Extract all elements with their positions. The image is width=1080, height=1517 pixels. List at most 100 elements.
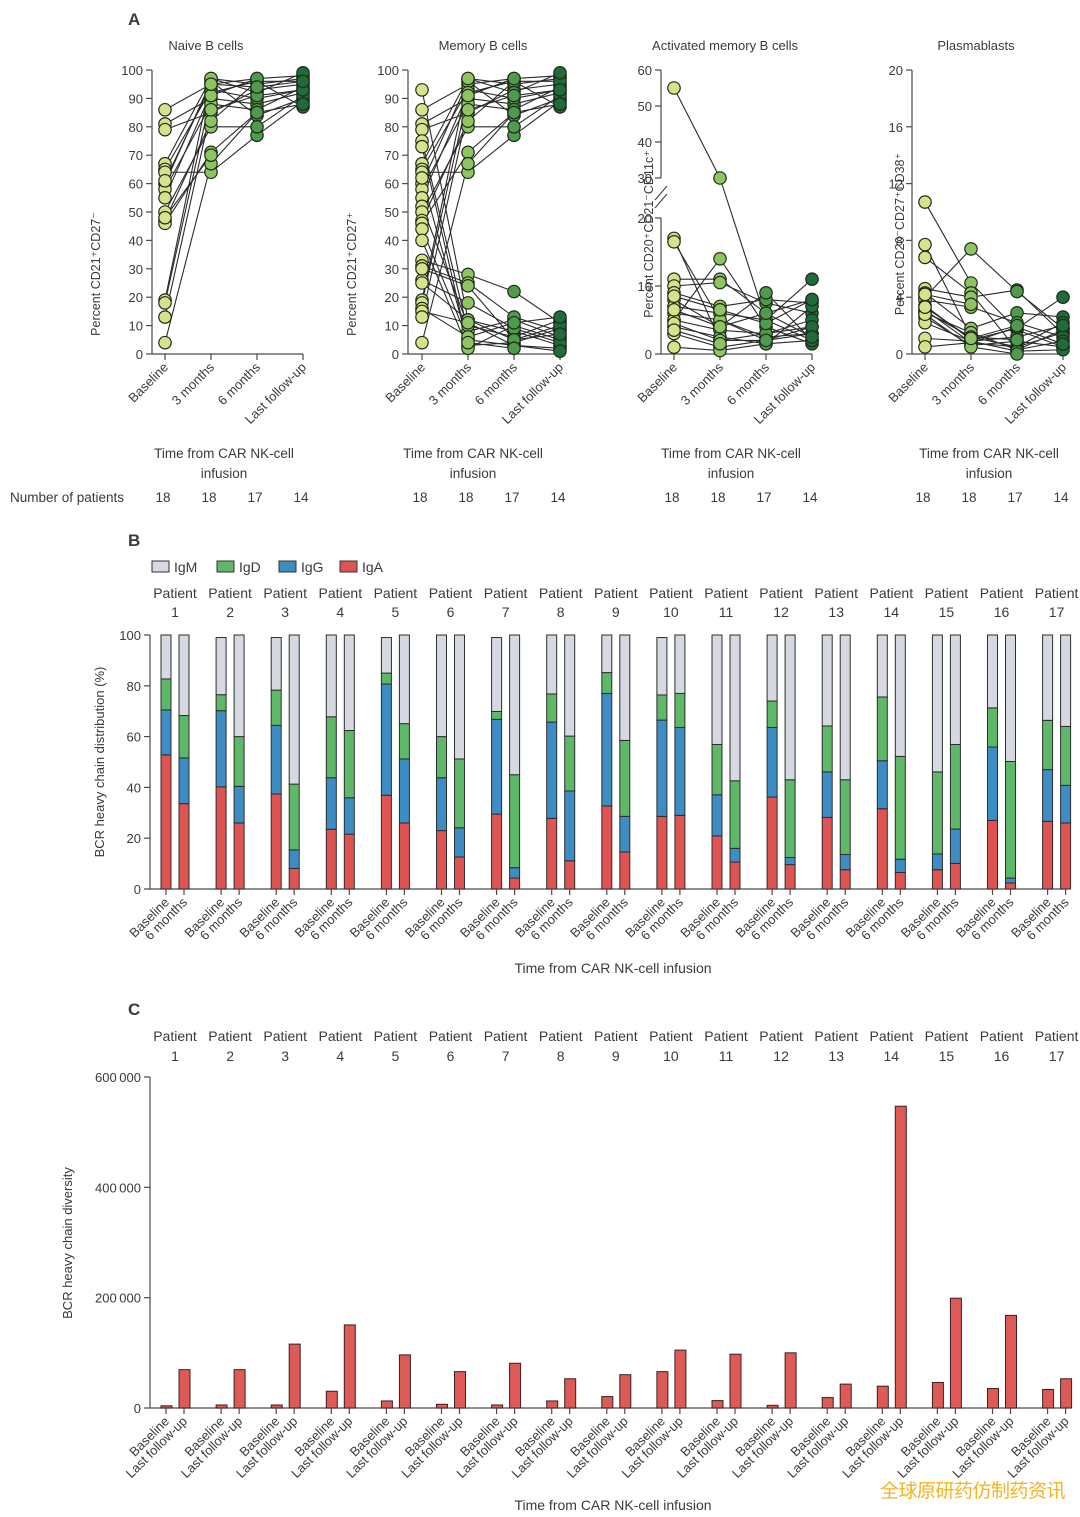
patient-trajectory-segment: [513, 330, 561, 347]
x-axis-label-line2: infusion: [201, 466, 248, 481]
patient-trajectory-segment: [970, 325, 1018, 339]
data-point: [158, 296, 172, 310]
y-tick-label: 50: [385, 205, 399, 220]
legend-label-igg: IgG: [301, 559, 324, 575]
bar-segment-igm: [325, 634, 337, 718]
bar-segment-igm: [839, 634, 851, 781]
patient-trajectory-segment: [673, 299, 721, 328]
bar-segment-iga: [215, 786, 227, 890]
patient-trajectory-segment: [673, 329, 721, 345]
bar-segment-igm: [821, 634, 833, 727]
patient-number: 2: [226, 1048, 234, 1064]
patient-trajectory-segment: [467, 95, 515, 111]
patient-trajectory-segment: [924, 292, 972, 329]
patient-trajectory-segment: [970, 292, 1018, 351]
bar-segment-igm: [546, 634, 558, 695]
bar-segment-iga: [839, 869, 851, 890]
patient-trajectory-segment: [924, 244, 972, 338]
data-point: [1010, 284, 1024, 299]
patient-trajectory-segment: [1016, 325, 1064, 338]
patient-number: 3: [281, 1048, 289, 1064]
bar-segment-igm: [766, 634, 778, 702]
data-point: [296, 97, 310, 111]
patient-trajectory-segment: [210, 112, 258, 153]
patient-trajectory-segment: [765, 278, 813, 321]
bar-segment-iga: [931, 869, 943, 890]
data-point: [204, 88, 218, 103]
bar-segment-iga: [454, 856, 465, 890]
data-point: [713, 336, 727, 351]
y-tick-label: 10: [385, 319, 399, 334]
patient-trajectory-segment: [467, 112, 515, 153]
bar-segment-igd: [949, 743, 961, 830]
y-tick-label: 10: [638, 279, 652, 294]
diversity-bar: [398, 1354, 411, 1409]
diversity-bar: [325, 1390, 338, 1409]
patient-trajectory-segment: [765, 326, 813, 341]
diversity-bar: [215, 1404, 228, 1409]
patient-number: 17: [1049, 1048, 1065, 1064]
data-point: [158, 210, 172, 225]
patient-trajectory-segment: [467, 342, 515, 349]
data-point: [461, 296, 475, 310]
y-tick-label: 0: [136, 347, 143, 362]
data-point: [461, 71, 475, 86]
data-point: [507, 88, 521, 103]
data-point: [1010, 318, 1024, 333]
patient-trajectory-segment: [210, 134, 258, 173]
patient-label: Patient: [429, 585, 473, 601]
bar-segment-iga: [509, 877, 521, 890]
diversity-bar: [546, 1400, 559, 1409]
bar-segment-igg: [949, 828, 961, 864]
patient-trajectory-segment: [513, 103, 561, 114]
patient-trajectory-segment: [719, 343, 767, 352]
patient-trajectory-segment: [164, 163, 212, 343]
diversity-bar: [711, 1400, 724, 1409]
y-tick-label: 80: [385, 120, 399, 135]
patient-trajectory-segment: [256, 100, 304, 136]
bar-segment-igd: [619, 739, 631, 817]
patient-trajectory-segment: [421, 78, 469, 301]
patient-number: 9: [612, 604, 620, 620]
bar-segment-igd: [601, 672, 613, 694]
y-tick-label: 30: [129, 262, 143, 277]
bar-segment-igg: [1042, 769, 1054, 822]
bar-segment-igd: [711, 743, 723, 796]
y-tick-label: 40: [129, 233, 143, 248]
patient-trajectory-segment: [765, 302, 813, 314]
bar-segment-igg: [215, 710, 227, 788]
subplot-title: Naive B cells: [168, 38, 244, 53]
patient-trajectory-segment: [719, 278, 767, 314]
data-point: [918, 250, 932, 265]
data-point: [461, 315, 475, 330]
y-tick-label: 60: [638, 63, 652, 78]
data-point: [918, 340, 932, 354]
data-point: [553, 310, 567, 324]
patient-count: 18: [710, 490, 725, 505]
patient-trajectory-segment: [673, 258, 721, 321]
data-point: [461, 114, 475, 128]
bar-segment-igg: [178, 757, 190, 805]
bar-segment-iga: [674, 814, 686, 890]
patient-trajectory-segment: [719, 292, 767, 328]
patient-count: 18: [458, 490, 473, 505]
y-tick-label: 8: [896, 233, 903, 248]
patient-number: 10: [663, 604, 679, 620]
patient-trajectory-segment: [467, 339, 515, 347]
bar-segment-igm: [619, 634, 631, 741]
diversity-bar: [343, 1324, 356, 1409]
patient-count: 18: [412, 490, 427, 505]
patient-number: 6: [447, 1048, 455, 1064]
bar-segment-igm: [987, 634, 998, 709]
patient-trajectory-segment: [719, 312, 767, 328]
bar-segment-iga: [398, 822, 410, 890]
patient-label: Patient: [870, 1028, 914, 1044]
patient-trajectory-segment: [513, 89, 561, 97]
patient-trajectory-segment: [421, 177, 469, 343]
bar-segment-iga: [987, 819, 998, 890]
bar-segment-iga: [601, 805, 613, 890]
bar-segment-iga: [784, 864, 796, 890]
